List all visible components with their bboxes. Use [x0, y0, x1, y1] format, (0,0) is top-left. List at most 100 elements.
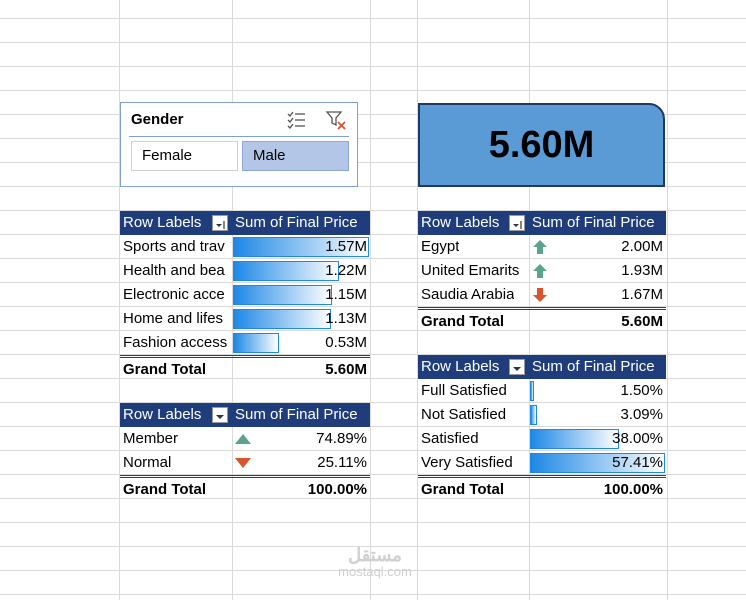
grand-total-label: Grand Total	[123, 481, 207, 498]
table-row[interactable]: Full Satisfied 1.50%	[418, 379, 666, 403]
filter-dropdown-button[interactable]	[509, 215, 525, 231]
grand-total-row: Grand Total 100.00%	[418, 475, 666, 502]
grand-total-row: Grand Total 5.60M	[418, 307, 666, 334]
row-label: Home and lifes	[123, 310, 224, 327]
row-value: 1.50%	[620, 382, 663, 399]
multi-select-icon[interactable]	[285, 109, 307, 131]
slicer-divider	[129, 136, 349, 137]
row-value: 1.67M	[621, 286, 663, 303]
watermark-main: مستقل	[348, 545, 402, 565]
table-row[interactable]: Sports and trav 1.57M	[120, 235, 370, 259]
row-label: Health and bea	[123, 262, 225, 279]
grand-total-label: Grand Total	[123, 361, 207, 378]
watermark-logo: مستقل mostaql.com	[330, 545, 420, 579]
pivot-header: Row Labels Sum of Final Price	[418, 211, 666, 235]
row-label: Egypt	[421, 238, 460, 255]
arrow-down-icon	[533, 288, 547, 302]
kpi-value: 5.60M	[488, 123, 595, 166]
filter-dropdown-button[interactable]	[509, 359, 525, 375]
row-value: 3.09%	[620, 406, 663, 423]
data-bar	[233, 333, 280, 353]
row-labels-header: Row Labels	[421, 214, 500, 231]
slicer-option-male[interactable]: Male	[242, 141, 349, 171]
row-label: Electronic acce	[123, 286, 225, 303]
row-value: 74.89%	[316, 430, 367, 447]
row-value: 25.11%	[317, 454, 367, 471]
satisfaction-pivot-table: Row Labels Sum of Final Price Full Satis…	[418, 355, 666, 499]
table-row[interactable]: Electronic acce 1.15M	[120, 283, 370, 307]
data-bar	[530, 381, 534, 401]
pivot-header: Row Labels Sum of Final Price	[120, 403, 370, 427]
row-label: Sports and trav	[123, 238, 225, 255]
table-row[interactable]: Egypt 2.00M	[418, 235, 666, 259]
grand-total-value: 5.60M	[325, 361, 367, 378]
pivot-header: Row Labels Sum of Final Price	[120, 211, 370, 235]
chevron-down-icon	[513, 367, 521, 371]
membership-pivot-table: Row Labels Sum of Final Price Member 74.8…	[120, 403, 370, 499]
row-label: Satisfied	[421, 430, 479, 447]
grand-total-row: Grand Total 5.60M	[120, 355, 370, 382]
data-bar	[530, 453, 665, 473]
value-header: Sum of Final Price	[235, 406, 358, 423]
country-pivot-table: Row Labels Sum of Final Price Egypt 2.00M…	[418, 211, 666, 331]
triangle-down-icon	[235, 458, 251, 468]
watermark-sub: mostaql.com	[338, 564, 412, 579]
data-bar	[530, 405, 538, 425]
kpi-total-card: 5.60M	[418, 103, 665, 187]
table-row[interactable]: Saudia Arabia 1.67M	[418, 283, 666, 307]
row-value: 38.00%	[612, 430, 663, 447]
sort-desc-icon	[216, 221, 225, 229]
data-bar	[233, 285, 333, 305]
table-row[interactable]: Member 74.89%	[120, 427, 370, 451]
value-header: Sum of Final Price	[532, 214, 655, 231]
data-bar	[233, 261, 340, 281]
grand-total-value: 100.00%	[307, 481, 367, 498]
arrow-up-icon	[533, 264, 547, 278]
grand-total-value: 100.00%	[603, 481, 663, 498]
row-labels-header: Row Labels	[123, 406, 202, 423]
triangle-up-icon	[235, 434, 251, 444]
row-value: 1.57M	[325, 238, 367, 255]
row-label: Full Satisfied	[421, 382, 507, 399]
row-label: Not Satisfied	[421, 406, 507, 423]
row-value: 57.41%	[612, 454, 663, 471]
row-value: 1.93M	[621, 262, 663, 279]
slicer-option-female[interactable]: Female	[131, 141, 238, 171]
table-row[interactable]: Fashion access 0.53M	[120, 331, 370, 355]
filter-dropdown-button[interactable]	[212, 215, 228, 231]
slicer-title: Gender	[131, 111, 184, 128]
table-row[interactable]: Health and bea 1.22M	[120, 259, 370, 283]
table-row[interactable]: Home and lifes 1.13M	[120, 307, 370, 331]
row-value: 2.00M	[621, 238, 663, 255]
row-labels-header: Row Labels	[123, 214, 202, 231]
row-label: United Emarits	[421, 262, 520, 279]
row-value: 1.15M	[325, 286, 367, 303]
table-row[interactable]: Normal 25.11%	[120, 451, 370, 475]
data-bar	[233, 309, 331, 329]
table-row[interactable]: Very Satisfied 57.41%	[418, 451, 666, 475]
table-row[interactable]: Not Satisfied 3.09%	[418, 403, 666, 427]
data-bar	[530, 429, 620, 449]
gender-slicer: Gender Female Male	[120, 102, 358, 187]
row-value: 1.13M	[325, 310, 367, 327]
category-pivot-table: Row Labels Sum of Final Price Sports and…	[120, 211, 370, 379]
filter-dropdown-button[interactable]	[212, 407, 228, 423]
row-label: Very Satisfied	[421, 454, 513, 471]
table-row[interactable]: United Emarits 1.93M	[418, 259, 666, 283]
clear-filter-icon[interactable]	[325, 109, 347, 131]
pivot-header: Row Labels Sum of Final Price	[418, 355, 666, 379]
grand-total-label: Grand Total	[421, 481, 505, 498]
row-value: 1.22M	[325, 262, 367, 279]
grand-total-row: Grand Total 100.00%	[120, 475, 370, 502]
row-label: Member	[123, 430, 179, 447]
table-row[interactable]: Satisfied 38.00%	[418, 427, 666, 451]
row-value: 0.53M	[325, 334, 367, 351]
row-label: Normal	[123, 454, 172, 471]
row-label: Saudia Arabia	[421, 286, 515, 303]
sort-desc-icon	[513, 221, 522, 229]
data-bar	[233, 237, 369, 257]
chevron-down-icon	[216, 415, 224, 419]
grand-total-label: Grand Total	[421, 313, 505, 330]
value-header: Sum of Final Price	[532, 358, 655, 375]
value-header: Sum of Final Price	[235, 214, 358, 231]
